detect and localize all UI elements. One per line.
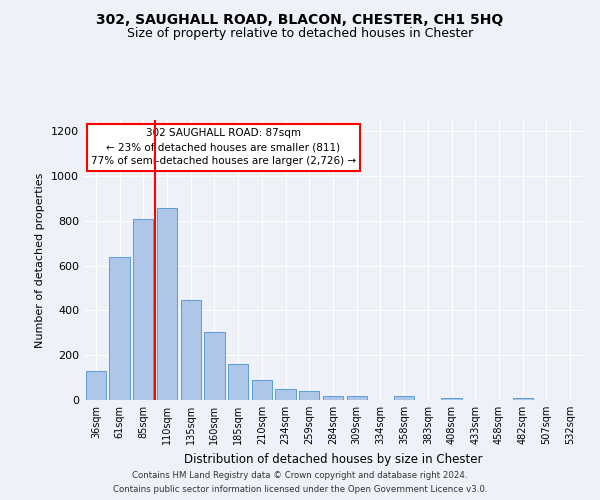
Text: 302, SAUGHALL ROAD, BLACON, CHESTER, CH1 5HQ: 302, SAUGHALL ROAD, BLACON, CHESTER, CH1…	[97, 12, 503, 26]
Bar	[347, 396, 367, 400]
Text: Contains public sector information licensed under the Open Government Licence v3: Contains public sector information licen…	[113, 485, 487, 494]
Y-axis label: Number of detached properties: Number of detached properties	[35, 172, 46, 348]
Bar	[133, 218, 154, 400]
Bar	[86, 371, 106, 400]
Bar	[299, 392, 319, 400]
Bar	[394, 396, 414, 400]
Bar	[275, 389, 296, 400]
Bar	[323, 396, 343, 400]
Bar	[512, 398, 533, 400]
Bar	[157, 208, 177, 400]
Bar	[252, 380, 272, 400]
Bar	[442, 398, 461, 400]
Text: Size of property relative to detached houses in Chester: Size of property relative to detached ho…	[127, 28, 473, 40]
Bar	[109, 256, 130, 400]
Text: Contains HM Land Registry data © Crown copyright and database right 2024.: Contains HM Land Registry data © Crown c…	[132, 471, 468, 480]
Text: 302 SAUGHALL ROAD: 87sqm
← 23% of detached houses are smaller (811)
77% of semi-: 302 SAUGHALL ROAD: 87sqm ← 23% of detach…	[91, 128, 356, 166]
Bar	[181, 300, 201, 400]
Bar	[228, 364, 248, 400]
Bar	[205, 332, 224, 400]
X-axis label: Distribution of detached houses by size in Chester: Distribution of detached houses by size …	[184, 452, 482, 466]
